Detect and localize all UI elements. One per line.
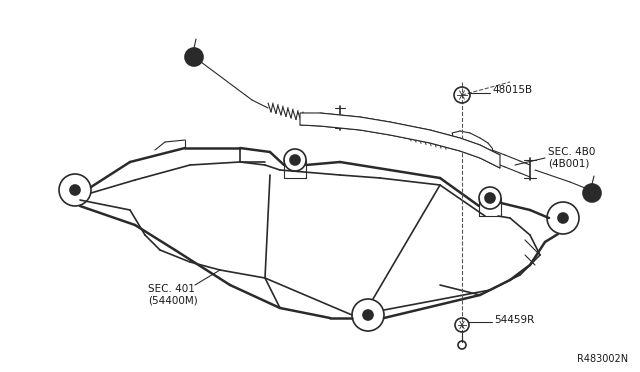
Text: 54459R: 54459R <box>494 315 534 325</box>
Circle shape <box>191 54 197 60</box>
Circle shape <box>558 213 568 223</box>
Text: 48015B: 48015B <box>492 85 532 95</box>
Text: SEC. 401
(54400M): SEC. 401 (54400M) <box>148 284 198 306</box>
Circle shape <box>70 185 80 195</box>
Circle shape <box>589 190 595 196</box>
Text: SEC. 4B0
(4B001): SEC. 4B0 (4B001) <box>548 147 595 169</box>
Circle shape <box>185 48 203 66</box>
Circle shape <box>363 310 373 320</box>
Circle shape <box>290 155 300 165</box>
Circle shape <box>485 193 495 203</box>
Polygon shape <box>300 113 500 168</box>
Text: R483002N: R483002N <box>577 354 628 364</box>
Circle shape <box>583 184 601 202</box>
